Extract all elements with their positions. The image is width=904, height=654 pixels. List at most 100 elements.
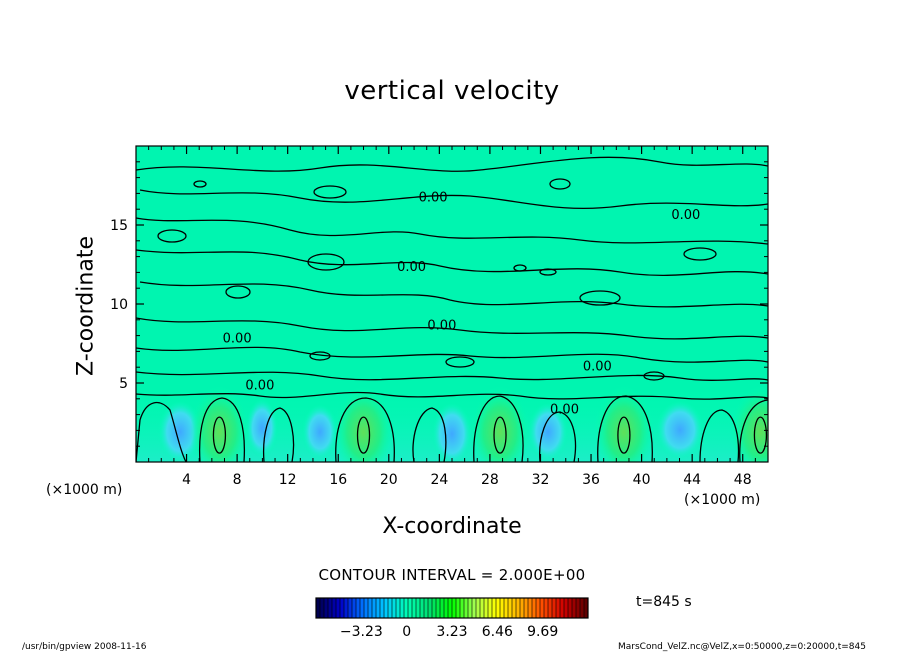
y-axis-label: Z-coordinate bbox=[73, 236, 99, 376]
colorbar-tick-label-2: 3.23 bbox=[436, 624, 467, 640]
contour-label-5: 0.00 bbox=[583, 360, 612, 375]
y-tick-label-2: 15 bbox=[110, 218, 128, 234]
colorbar-cell bbox=[320, 598, 325, 618]
updraft-core-2 bbox=[470, 385, 531, 462]
x-tick-label-8: 36 bbox=[582, 472, 600, 488]
colorbar-cell bbox=[344, 598, 349, 618]
x-tick-label-4: 20 bbox=[380, 472, 398, 488]
colorbar-cell bbox=[364, 598, 369, 618]
contour-label-3: 0.00 bbox=[427, 319, 456, 334]
colorbar-cell bbox=[552, 598, 557, 618]
colorbar-cell bbox=[580, 598, 585, 618]
colorbar-cell bbox=[516, 598, 521, 618]
colorbar-cell bbox=[452, 598, 457, 618]
colorbar-cell bbox=[496, 598, 501, 618]
y-axis-unit: (×1000 m) bbox=[46, 482, 123, 498]
x-tick-label-3: 16 bbox=[329, 472, 347, 488]
colorbar-cell bbox=[480, 598, 485, 618]
y-tick-label-0: 5 bbox=[119, 376, 128, 392]
updraft-core-4 bbox=[730, 385, 768, 462]
colorbar-cell bbox=[372, 598, 377, 618]
colorbar-cell bbox=[528, 598, 533, 618]
contour-lines bbox=[136, 156, 768, 462]
colorbar-cell bbox=[536, 598, 541, 618]
colorbar-cell bbox=[348, 598, 353, 618]
colorbar-tick-label-4: 9.69 bbox=[527, 624, 558, 640]
x-tick-label-0: 4 bbox=[182, 472, 191, 488]
plot-frame bbox=[135, 145, 769, 463]
colorbar-cell bbox=[564, 598, 569, 618]
colorbar-cell bbox=[392, 598, 397, 618]
colorbar-cell bbox=[440, 598, 445, 618]
colorbar-cell bbox=[448, 598, 453, 618]
colorbar-cell bbox=[576, 598, 581, 618]
x-axis-label: X-coordinate bbox=[382, 514, 522, 539]
x-tick-label-6: 28 bbox=[481, 472, 499, 488]
colorbar-cell bbox=[384, 598, 389, 618]
x-tick-label-11: 48 bbox=[734, 472, 752, 488]
colorbar-cell bbox=[488, 598, 493, 618]
colorbar-cell bbox=[544, 598, 549, 618]
x-tick-label-10: 44 bbox=[683, 472, 701, 488]
colorbar-cell bbox=[404, 598, 409, 618]
colorbar-cell bbox=[556, 598, 561, 618]
colorbar-cell bbox=[548, 598, 553, 618]
colorbar-cell bbox=[356, 598, 361, 618]
colorbar-cell bbox=[540, 598, 545, 618]
colorbar-cell bbox=[408, 598, 413, 618]
colorbar-tick-label-0: −3.23 bbox=[340, 624, 383, 640]
contour-label-layer: 0.00 0.00 0.00 0.00 0.00 0.00 0.00 0.00 bbox=[223, 191, 701, 418]
downdraft-blob bbox=[656, 400, 704, 460]
colorbar-cell bbox=[316, 598, 321, 618]
colorbar-cell bbox=[412, 598, 417, 618]
colorbar-cell bbox=[568, 598, 573, 618]
colorbar-cell bbox=[444, 598, 449, 618]
colorbar-cell bbox=[520, 598, 525, 618]
x-tick-label-5: 24 bbox=[430, 472, 448, 488]
contour-label-6: 0.00 bbox=[245, 379, 274, 394]
colorbar-cell bbox=[456, 598, 461, 618]
colorbar-cell bbox=[504, 598, 509, 618]
colorbar-cell bbox=[484, 598, 489, 618]
colorbar-cell bbox=[584, 598, 589, 618]
colorbar-cell bbox=[396, 598, 401, 618]
colorbar-cell bbox=[388, 598, 393, 618]
colorbar-tick-label-1: 0 bbox=[402, 624, 411, 640]
colorbar-cell bbox=[476, 598, 481, 618]
updraft-core-3 bbox=[593, 385, 654, 462]
colorbar-cell bbox=[432, 598, 437, 618]
downdraft-blob bbox=[246, 398, 278, 458]
x-axis-unit: (×1000 m) bbox=[684, 492, 761, 508]
updraft-core-contour-4 bbox=[753, 416, 768, 454]
colorbar-cell bbox=[328, 598, 333, 618]
colorbar-cell bbox=[424, 598, 429, 618]
contour-label-4: 0.00 bbox=[223, 331, 252, 346]
footer-right: MarsCond_VelZ.nc@VelZ,x=0:50000,z=0:2000… bbox=[618, 642, 866, 652]
colorbar-cell bbox=[436, 598, 441, 618]
colorbar-cell bbox=[572, 598, 577, 618]
updraft-core-contour-3 bbox=[617, 416, 631, 454]
contour-label-7: 0.00 bbox=[550, 402, 579, 417]
time-label: t=845 s bbox=[636, 594, 692, 610]
updraft-core-0 bbox=[189, 385, 250, 462]
x-tick-label-7: 32 bbox=[532, 472, 550, 488]
colorbar-cell bbox=[428, 598, 433, 618]
colorbar-tick-label-3: 6.46 bbox=[482, 624, 513, 640]
updraft-core-contour-2 bbox=[493, 416, 507, 454]
updraft-core-1 bbox=[333, 385, 394, 462]
updraft-core-contour-1 bbox=[356, 416, 371, 454]
colorbar-cell bbox=[464, 598, 469, 618]
x-tick-label-2: 12 bbox=[279, 472, 297, 488]
colorbar-cell bbox=[352, 598, 357, 618]
contour-label-2: 0.00 bbox=[397, 260, 426, 275]
colorbar-cell bbox=[324, 598, 329, 618]
colorbar-cell bbox=[340, 598, 345, 618]
colorbar-cell bbox=[472, 598, 477, 618]
colorbar-cell bbox=[400, 598, 405, 618]
colorbar-cell bbox=[420, 598, 425, 618]
colorbar-cell bbox=[508, 598, 513, 618]
colorbar-cell bbox=[380, 598, 385, 618]
colorbar-cell bbox=[368, 598, 373, 618]
